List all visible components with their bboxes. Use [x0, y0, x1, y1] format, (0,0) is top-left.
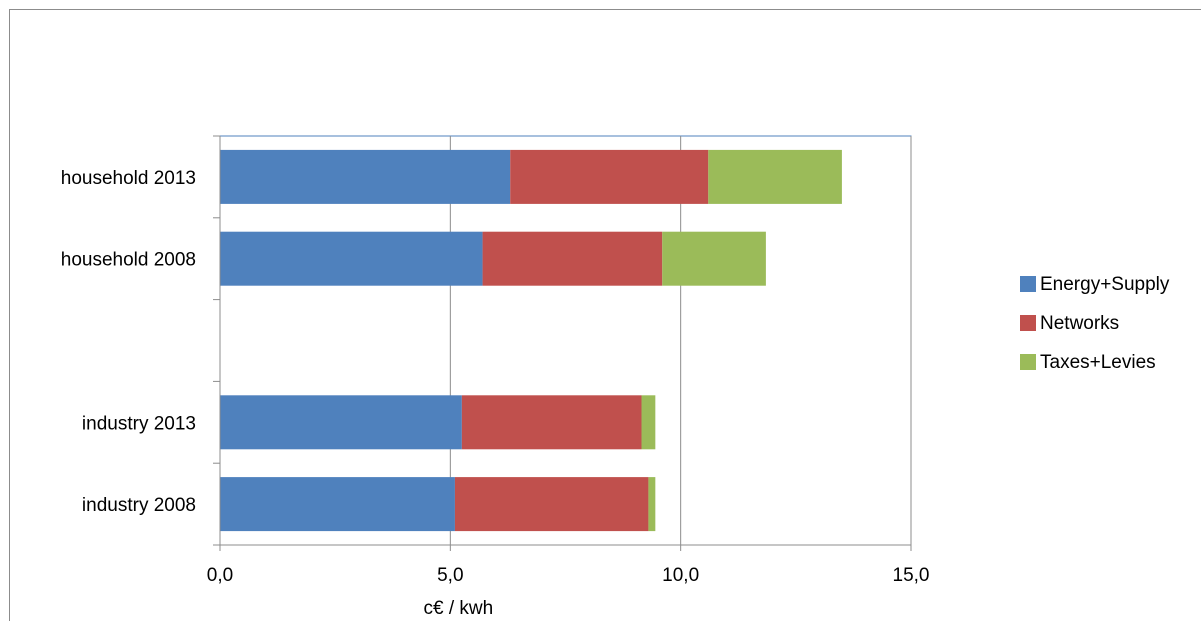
bar-segment [220, 395, 462, 450]
axes: 0,0 5,0 10,0 15,0 household 2013 household 20… [61, 135, 930, 586]
legend-label: Taxes+Levies [1040, 352, 1156, 373]
bar-segment [220, 231, 483, 286]
x-tick-label: 5,0 [437, 565, 463, 586]
bars [220, 149, 842, 532]
x-tick-label: 10,0 [662, 565, 699, 586]
bar-segment [220, 149, 511, 204]
legend-swatch [1020, 276, 1036, 292]
bar-segment [454, 477, 649, 532]
x-tick-label: 15,0 [893, 565, 930, 586]
x-tick-label: 0,0 [207, 565, 233, 586]
bar-segment [641, 395, 656, 450]
legend-label: Networks [1040, 313, 1119, 334]
x-axis-label: c€ / kwh [423, 598, 493, 619]
bar-segment [648, 477, 656, 532]
legend-label: Energy+Supply [1040, 274, 1170, 295]
bar-segment [510, 149, 709, 204]
legend: Energy+Supply Networks Taxes+Levies [1020, 274, 1170, 373]
legend-swatch [1020, 315, 1036, 331]
bar-segment [708, 149, 842, 204]
bar-segment [662, 231, 766, 286]
gridlines [449, 136, 912, 545]
bar-segment [220, 477, 455, 532]
y-tick-label: household 2008 [61, 250, 196, 271]
bar-segment [482, 231, 663, 286]
y-tick-label: household 2013 [61, 168, 196, 189]
legend-swatch [1020, 354, 1036, 370]
y-tick-label: industry 2008 [82, 495, 196, 516]
y-tick-label: industry 2013 [82, 413, 196, 434]
bar-segment [461, 395, 642, 450]
